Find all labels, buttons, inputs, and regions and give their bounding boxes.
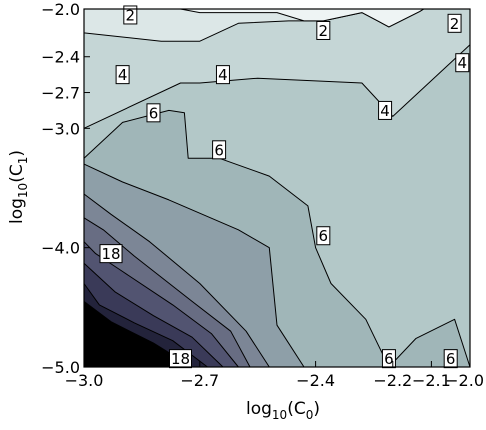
contour-label-text: 2 — [450, 15, 460, 33]
contour-label-text: 4 — [458, 54, 468, 72]
contour-label-7: 6 — [146, 103, 161, 123]
contour-label-text: 2 — [319, 22, 329, 40]
contour-label-box — [447, 13, 462, 33]
contour-label-6: 4 — [455, 53, 470, 73]
y-axis-label: log10(C1) — [7, 150, 30, 224]
contour-label-text: 6 — [446, 350, 456, 368]
contour-label-4: 4 — [215, 65, 230, 85]
x-tick-label-0: −3.0 — [65, 371, 104, 390]
contour-label-8: 6 — [212, 140, 227, 160]
contour-label-11: 6 — [443, 349, 458, 369]
contour-label-text: 4 — [218, 66, 228, 84]
contour-label-box — [381, 349, 396, 369]
y-tick-label-4: −2.4 — [41, 48, 80, 67]
y-tick-label-5: −2.0 — [41, 0, 80, 19]
x-tick-label-3: −2.2 — [373, 371, 412, 390]
contour-label-box — [146, 103, 161, 123]
contour-label-box — [443, 349, 458, 369]
contour-label-text: 4 — [118, 66, 128, 84]
y-tick-label-1: −4.0 — [41, 239, 80, 258]
contour-label-10: 6 — [381, 349, 396, 369]
contour-label-box — [316, 226, 331, 246]
x-tick-label-1: −2.7 — [180, 371, 219, 390]
contour-label-text: 4 — [380, 102, 390, 120]
contour-label-12: 18 — [99, 244, 123, 264]
x-tick-label-4: −2.1 — [412, 371, 451, 390]
contour-label-box — [115, 65, 130, 85]
contour-region-3 — [180, 8, 425, 28]
contour-label-1: 2 — [316, 20, 331, 40]
contour-label-text: 6 — [319, 227, 329, 245]
y-axis-ticks: −5.0 −4.0 −3.0 −2.7 −2.4 −2.0 — [41, 0, 90, 377]
contour-label-box — [212, 140, 227, 160]
x-tick-label-5: −2.0 — [445, 371, 484, 390]
contour-label-9: 6 — [316, 226, 331, 246]
contour-label-box — [215, 65, 230, 85]
contour-label-box — [123, 5, 138, 25]
x-axis-ticks: −3.0 −2.7 −2.4 −2.2 −2.1−2.0 — [65, 361, 484, 390]
y-tick-label-0: −5.0 — [41, 358, 80, 377]
contour-label-0: 2 — [123, 5, 138, 25]
contour-label-text: 6 — [149, 104, 159, 122]
contour-label-2: 2 — [447, 13, 462, 33]
plot-frame — [83, 8, 471, 368]
y-tick-label-2: −3.0 — [41, 119, 80, 138]
contour-label-box — [378, 100, 393, 120]
contour-regions — [83, 8, 471, 368]
contour-label-text: 6 — [384, 350, 394, 368]
contour-label-box — [169, 349, 192, 369]
contour-label-text: 2 — [126, 6, 136, 24]
x-tick-label-2: −2.4 — [296, 371, 335, 390]
contour-label-3: 4 — [115, 65, 130, 85]
contour-label-5: 4 — [378, 100, 393, 120]
contour-label-box — [99, 244, 123, 264]
contour-label-13: 18 — [169, 349, 192, 369]
contour-label-box — [316, 20, 331, 40]
contour-label-box — [455, 53, 470, 73]
contour-label-text: 18 — [171, 350, 190, 368]
contour-label-text: 18 — [101, 245, 120, 263]
contour-label-text: 6 — [214, 141, 224, 159]
x-axis-label: log10(C0) — [246, 399, 320, 422]
contour-labels: 2 2 2 4 4 4 4 6 6 6 6 6 18 18 — [99, 5, 470, 369]
y-tick-label-3: −2.7 — [41, 84, 80, 103]
